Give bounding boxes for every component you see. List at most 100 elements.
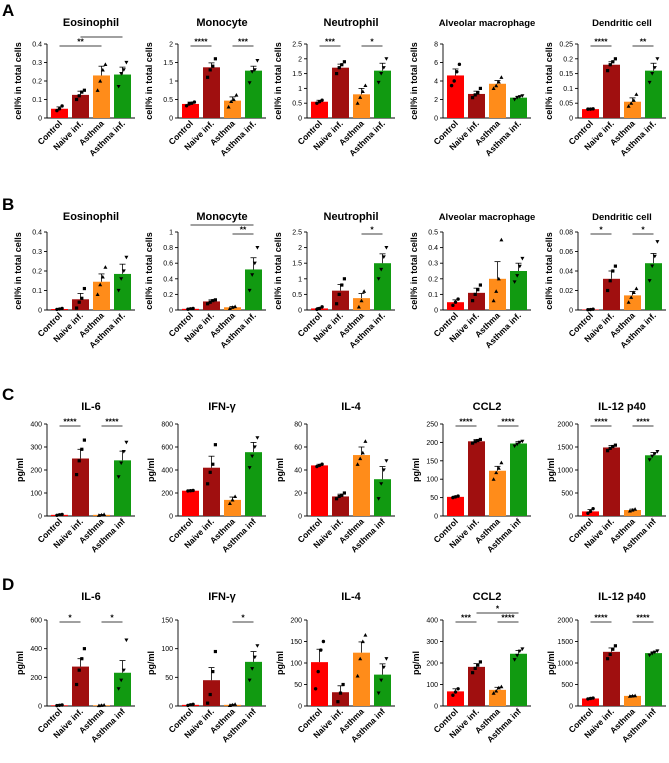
data-point [473, 440, 477, 444]
data-point [234, 93, 239, 97]
chart-title: Alveolar macrophage [439, 212, 536, 223]
y-tick-label: 2.5 [292, 230, 302, 237]
y-tick-label: 250 [426, 422, 438, 429]
y-tick-label: 0.1 [563, 86, 573, 93]
data-point [335, 302, 339, 306]
chart-C-5: IL-12 p400500100015002000pg/mlControlNai… [546, 401, 666, 554]
bar [72, 458, 89, 516]
data-point [313, 687, 318, 691]
bar [468, 666, 485, 706]
bar [224, 499, 241, 516]
data-point [476, 91, 480, 95]
data-point [384, 57, 389, 61]
data-point [188, 489, 193, 493]
y-tick-label: 0.8 [163, 245, 173, 252]
data-point [186, 703, 190, 708]
y-tick-label: 0.04 [559, 269, 573, 276]
data-point [591, 696, 595, 700]
y-tick-label: 0.5 [292, 101, 302, 108]
y-tick-label: 0 [569, 514, 573, 521]
data-point [77, 300, 81, 304]
y-axis-label: cell% in total cells [13, 42, 23, 120]
bar [311, 465, 328, 516]
data-point [119, 678, 124, 683]
chart-title: IL-4 [341, 401, 361, 413]
data-point [588, 307, 593, 312]
panel-letter-C: C [2, 385, 14, 404]
significance-label: * [599, 225, 603, 235]
data-point [471, 96, 475, 100]
y-tick-label: 50 [165, 675, 173, 682]
bar [468, 93, 485, 118]
panel-letter-B: B [2, 195, 14, 214]
bar [353, 652, 370, 706]
data-point [363, 633, 368, 637]
bar [447, 302, 464, 310]
data-point [119, 72, 124, 76]
bar [311, 662, 328, 706]
y-tick-label: 0 [434, 514, 438, 521]
data-point [60, 104, 64, 108]
y-tick-label: 80 [294, 422, 302, 429]
data-point [80, 296, 84, 300]
data-point [321, 639, 326, 644]
data-point [606, 288, 610, 293]
y-tick-label: 400 [30, 646, 42, 653]
data-point [494, 83, 499, 88]
data-point [473, 666, 477, 670]
bar [72, 299, 89, 310]
y-axis-label: cell% in total cells [409, 232, 419, 310]
data-point [75, 682, 79, 687]
data-point [655, 649, 660, 653]
y-tick-label: 0 [38, 514, 42, 521]
y-tick-label: 1000 [557, 468, 573, 475]
y-tick-label: 2000 [557, 618, 573, 625]
data-point [591, 107, 595, 111]
y-tick-label: 6 [434, 60, 438, 67]
y-axis-label: cell% in total cells [544, 42, 554, 120]
bar [510, 97, 527, 118]
data-point [381, 468, 386, 472]
data-point [652, 254, 657, 259]
data-point [57, 307, 62, 311]
data-point [341, 682, 345, 687]
data-point [60, 703, 64, 707]
bar [114, 672, 131, 706]
data-point [80, 657, 84, 661]
data-point [82, 88, 86, 92]
bar [645, 70, 662, 118]
y-tick-label: 4 [434, 79, 438, 86]
data-point [55, 703, 59, 708]
data-point [611, 269, 615, 273]
data-point [103, 265, 108, 269]
data-point [360, 450, 365, 455]
y-tick-label: 1 [298, 86, 302, 93]
data-point [611, 647, 615, 651]
bar [374, 70, 391, 118]
y-tick-label: 0 [434, 308, 438, 315]
data-point [631, 290, 636, 295]
data-point [80, 447, 84, 451]
data-point [255, 59, 260, 63]
y-tick-label: 60 [294, 445, 302, 452]
data-point [358, 656, 363, 661]
data-point [229, 99, 234, 103]
data-point [456, 687, 460, 691]
y-tick-label: 0.05 [559, 101, 573, 108]
data-point [102, 512, 107, 516]
data-point [608, 63, 612, 67]
bar [114, 460, 131, 516]
significance-label: * [241, 613, 245, 623]
data-point [478, 86, 482, 90]
data-point [456, 297, 460, 301]
chart-title: IL-6 [81, 591, 101, 603]
data-point [652, 66, 657, 70]
y-tick-label: 800 [161, 422, 173, 429]
y-tick-label: 1.5 [163, 60, 173, 67]
data-point [478, 437, 482, 442]
data-point [376, 277, 381, 281]
data-point [613, 264, 617, 268]
data-point [496, 276, 501, 281]
